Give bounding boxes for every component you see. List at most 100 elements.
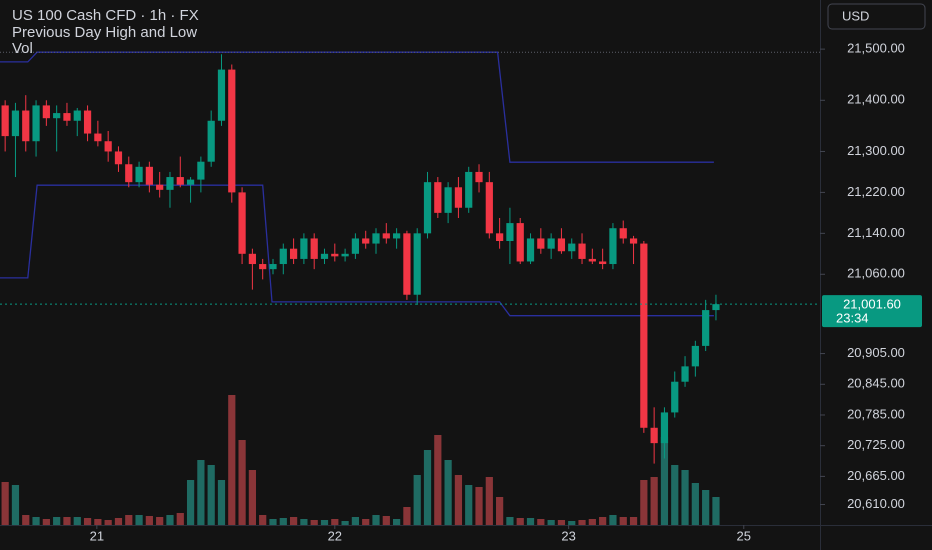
candle-body bbox=[248, 253, 256, 265]
volume-bar bbox=[217, 480, 226, 525]
volume-bar bbox=[73, 517, 81, 525]
last-price-box bbox=[822, 295, 922, 328]
volume-bar bbox=[393, 519, 401, 525]
candle-body bbox=[691, 345, 699, 367]
candle-body bbox=[11, 110, 20, 137]
candle-body bbox=[557, 238, 566, 252]
volume-bar bbox=[465, 485, 473, 525]
candle-body bbox=[32, 105, 40, 142]
y-tick-label: 21,060.00 bbox=[847, 266, 905, 281]
y-tick-label: 21,500.00 bbox=[847, 41, 905, 56]
candle-body bbox=[320, 253, 329, 259]
volume-bar bbox=[207, 465, 215, 525]
candle-body bbox=[454, 187, 463, 208]
currency-label[interactable]: USD bbox=[842, 8, 869, 23]
candle-body bbox=[671, 381, 679, 413]
volume-bar bbox=[568, 521, 576, 525]
candle-body bbox=[145, 166, 153, 185]
candle-body bbox=[681, 366, 689, 382]
volume-bar bbox=[11, 485, 20, 525]
volume-bar bbox=[372, 515, 380, 525]
volume-bar bbox=[269, 519, 277, 525]
candle-body bbox=[372, 233, 380, 244]
volume-bar bbox=[382, 516, 390, 525]
volume-bar bbox=[578, 520, 586, 525]
candle-body bbox=[434, 182, 442, 213]
volume-bar bbox=[279, 518, 287, 525]
candle-body bbox=[217, 69, 226, 121]
candle-body bbox=[207, 120, 215, 162]
volume-bar bbox=[125, 515, 133, 525]
candle-body bbox=[568, 243, 576, 252]
volume-bar bbox=[413, 475, 421, 525]
candle-body bbox=[362, 238, 370, 244]
countdown-label: 23:34 bbox=[836, 311, 869, 326]
volume-bar bbox=[228, 395, 236, 525]
volume-bar bbox=[156, 517, 164, 525]
candle-body bbox=[351, 238, 360, 254]
y-tick-label: 20,610.00 bbox=[847, 496, 905, 511]
plot-area bbox=[0, 51, 820, 525]
candle-body bbox=[42, 105, 50, 119]
candle-body bbox=[125, 164, 133, 183]
candle-body bbox=[300, 238, 308, 259]
volume-bar bbox=[351, 517, 360, 525]
candle-body bbox=[83, 110, 92, 134]
candle-body bbox=[588, 258, 596, 262]
volume-bar bbox=[454, 475, 463, 525]
volume-bar bbox=[526, 518, 535, 525]
volume-bar bbox=[547, 520, 555, 525]
volume-bar bbox=[671, 465, 679, 525]
volume-bar bbox=[588, 519, 596, 525]
candle-body bbox=[413, 233, 421, 295]
candle-body bbox=[63, 113, 71, 121]
volume-bar bbox=[485, 477, 493, 525]
y-tick-label: 21,140.00 bbox=[847, 225, 905, 240]
volume-bar bbox=[53, 517, 61, 525]
candle-body bbox=[650, 427, 658, 444]
volume-bar bbox=[423, 450, 432, 525]
candle-body bbox=[341, 253, 349, 257]
volume-bar bbox=[331, 519, 339, 525]
candle-body bbox=[259, 264, 267, 270]
volume-bar bbox=[197, 460, 205, 525]
header: US 100 Cash CFD · 1h · FX Previous Day H… bbox=[12, 7, 199, 57]
candle-body bbox=[197, 161, 205, 180]
candle-body bbox=[269, 264, 277, 270]
chart-title: US 100 Cash CFD · 1h · FX bbox=[12, 7, 199, 24]
volume-bar bbox=[403, 507, 411, 525]
currency-button[interactable] bbox=[827, 3, 926, 30]
candle-body bbox=[94, 133, 102, 142]
y-tick-label: 20,665.00 bbox=[847, 468, 905, 483]
candle-body bbox=[547, 238, 555, 249]
volume-bar bbox=[444, 460, 452, 525]
candle-body bbox=[423, 182, 432, 234]
candle-body bbox=[609, 228, 617, 265]
volume-bar bbox=[166, 515, 174, 525]
volume-bar bbox=[609, 515, 617, 525]
candle-body bbox=[475, 171, 483, 183]
candle-body bbox=[238, 192, 246, 254]
indicator-label: Previous Day High and Low bbox=[12, 24, 197, 41]
candle-body bbox=[465, 171, 473, 208]
volume-bar bbox=[537, 519, 545, 525]
candle-body bbox=[382, 233, 390, 239]
volume-bar bbox=[557, 520, 566, 525]
volume-bar bbox=[1, 482, 9, 525]
candle-body bbox=[393, 233, 401, 239]
candle-body bbox=[640, 243, 648, 428]
x-tick-label: 22 bbox=[328, 528, 342, 543]
candle-body bbox=[22, 110, 30, 142]
volume-bar bbox=[341, 521, 349, 525]
volume-bar bbox=[702, 490, 710, 525]
candle-body bbox=[176, 177, 184, 185]
candle-body bbox=[629, 238, 638, 244]
volume-bar bbox=[104, 520, 112, 525]
volume-bar bbox=[619, 517, 627, 525]
candle-body bbox=[289, 248, 298, 259]
volume-bar bbox=[650, 477, 658, 525]
volume-label: Vol bbox=[12, 40, 33, 57]
candle-body bbox=[516, 223, 524, 262]
volume-bar bbox=[516, 518, 524, 525]
candle-body bbox=[702, 310, 710, 346]
